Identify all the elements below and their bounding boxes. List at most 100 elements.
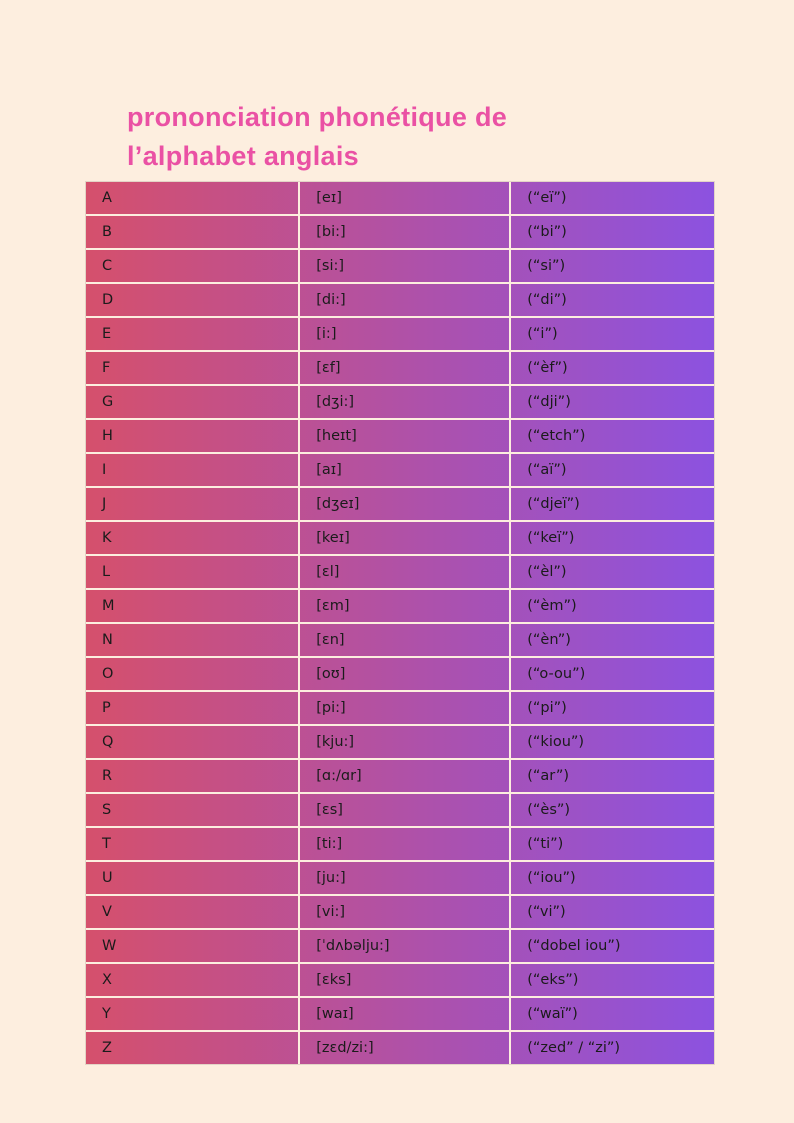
cell-ipa: [ti:] [298, 828, 509, 860]
alphabet-pronunciation-table: A [eɪ] (“eï”) B [bi:] (“bi”) C [si:] (“si”) D [di:… [85, 181, 715, 1065]
cell-approx: (“i”) [509, 318, 714, 350]
cell-letter: H [102, 428, 113, 444]
table-row: R [ɑ:/ɑr] (“ar”) [86, 760, 714, 792]
cell-letter: I [102, 462, 107, 478]
cell-ipa: [ɛl] [298, 556, 509, 588]
cell-approx: (“zed” / “zi”) [509, 1032, 714, 1064]
cell-ipa: [si:] [298, 250, 509, 282]
cell-letter: L [102, 564, 111, 580]
cell-ipa: [ɛks] [298, 964, 509, 996]
cell-ipa: [zɛd/zi:] [298, 1032, 509, 1064]
cell-approx: (“ar”) [509, 760, 714, 792]
cell-approx: (“si”) [509, 250, 714, 282]
cell-letter: V [102, 904, 112, 920]
cell-letter: E [102, 326, 112, 342]
cell-approx: (“kiou”) [509, 726, 714, 758]
page-title-line1: prononciation phonétique de [127, 102, 508, 133]
cell-approx: (“vi”) [509, 896, 714, 928]
cell-approx: (“pi”) [509, 692, 714, 724]
cell-letter: T [102, 836, 111, 852]
page-title: prononciation phonétique de l’alphabet a… [127, 98, 507, 176]
cell-approx: (“bi”) [509, 216, 714, 248]
cell-letter: N [102, 632, 113, 648]
cell-letter: A [102, 190, 112, 206]
cell-letter: F [102, 360, 111, 376]
cell-ipa: [bi:] [298, 216, 509, 248]
cell-ipa: [di:] [298, 284, 509, 316]
cell-approx: (“etch”) [509, 420, 714, 452]
cell-ipa: [heɪt] [298, 420, 509, 452]
cell-ipa: [kju:] [298, 726, 509, 758]
cell-approx: (“ti”) [509, 828, 714, 860]
cell-ipa: [ɛs] [298, 794, 509, 826]
cell-letter: B [102, 224, 112, 240]
cell-ipa: [aɪ] [298, 454, 509, 486]
cell-ipa: [oʊ] [298, 658, 509, 690]
cell-letter: Q [102, 734, 114, 750]
cell-ipa: [keɪ] [298, 522, 509, 554]
table-row: S [ɛs] (“ès”) [86, 794, 714, 826]
cell-letter: X [102, 972, 112, 988]
cell-letter: W [102, 938, 117, 954]
cell-approx: (“èn”) [509, 624, 714, 656]
cell-ipa: [pi:] [298, 692, 509, 724]
cell-letter: D [102, 292, 114, 308]
cell-ipa: [ˈdʌbəlju:] [298, 930, 509, 962]
cell-ipa: [ɑ:/ɑr] [298, 760, 509, 792]
cell-ipa: [vi:] [298, 896, 509, 928]
cell-letter: K [102, 530, 112, 546]
table-row: N [ɛn] (“èn”) [86, 624, 714, 656]
cell-letter: S [102, 802, 112, 818]
table-row: E [i:] (“i”) [86, 318, 714, 350]
cell-approx: (“èm”) [509, 590, 714, 622]
cell-letter: J [102, 496, 107, 512]
cell-ipa: [i:] [298, 318, 509, 350]
cell-approx: (“dobel iou”) [509, 930, 714, 962]
table-row: F [ɛf] (“èf”) [86, 352, 714, 384]
cell-approx: (“aï”) [509, 454, 714, 486]
cell-approx: (“waï”) [509, 998, 714, 1030]
cell-approx: (“o-ou”) [509, 658, 714, 690]
cell-approx: (“ès”) [509, 794, 714, 826]
table-row: L [ɛl] (“èl”) [86, 556, 714, 588]
table-row: Q [kju:] (“kiou”) [86, 726, 714, 758]
cell-letter: G [102, 394, 114, 410]
table-row: U [ju:] (“iou”) [86, 862, 714, 894]
page-title-line2: l’alphabet anglais [127, 141, 359, 172]
table-row: H [heɪt] (“etch”) [86, 420, 714, 452]
table-row: C [si:] (“si”) [86, 250, 714, 282]
table-row: D [di:] (“di”) [86, 284, 714, 316]
table-row: K [keɪ] (“keï”) [86, 522, 714, 554]
table-row: J [dʒeɪ] (“djeï”) [86, 488, 714, 520]
cell-approx: (“eks”) [509, 964, 714, 996]
cell-ipa: [ɛf] [298, 352, 509, 384]
cell-letter: O [102, 666, 114, 682]
table-row: Z [zɛd/zi:] (“zed” / “zi”) [86, 1032, 714, 1064]
cell-letter: Y [102, 1006, 111, 1022]
table-row: W [ˈdʌbəlju:] (“dobel iou”) [86, 930, 714, 962]
table-row: G [dʒi:] (“dji”) [86, 386, 714, 418]
table-row: X [ɛks] (“eks”) [86, 964, 714, 996]
cell-approx: (“keï”) [509, 522, 714, 554]
cell-ipa: [dʒeɪ] [298, 488, 509, 520]
cell-approx: (“iou”) [509, 862, 714, 894]
cell-ipa: [ɛn] [298, 624, 509, 656]
cell-approx: (“di”) [509, 284, 714, 316]
cell-ipa: [dʒi:] [298, 386, 509, 418]
cell-approx: (“dji”) [509, 386, 714, 418]
table-row: T [ti:] (“ti”) [86, 828, 714, 860]
table-row: A [eɪ] (“eï”) [86, 182, 714, 214]
cell-approx: (“èl”) [509, 556, 714, 588]
cell-approx: (“eï”) [509, 182, 714, 214]
table-row: I [aɪ] (“aï”) [86, 454, 714, 486]
table-row: M [ɛm] (“èm”) [86, 590, 714, 622]
table-row: Y [waɪ] (“waï”) [86, 998, 714, 1030]
table-row: B [bi:] (“bi”) [86, 216, 714, 248]
cell-letter: R [102, 768, 113, 784]
table-row: P [pi:] (“pi”) [86, 692, 714, 724]
cell-letter: C [102, 258, 113, 274]
table-row: O [oʊ] (“o-ou”) [86, 658, 714, 690]
cell-ipa: [ju:] [298, 862, 509, 894]
cell-approx: (“djeï”) [509, 488, 714, 520]
